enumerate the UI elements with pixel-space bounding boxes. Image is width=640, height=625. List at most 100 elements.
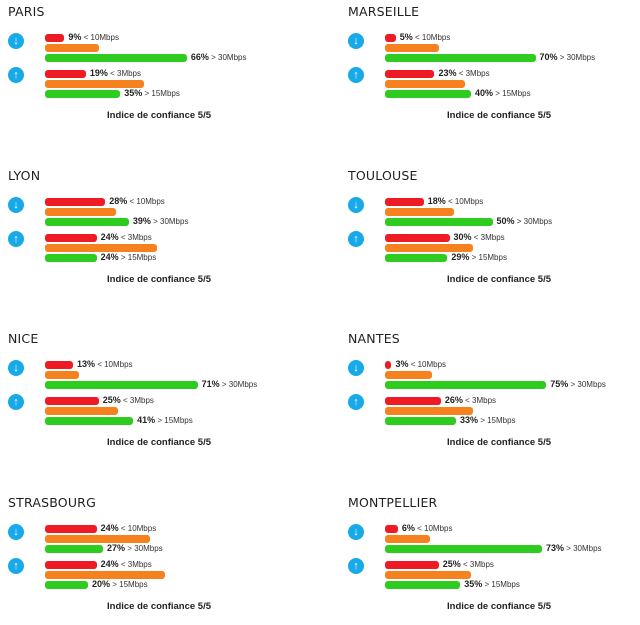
upload-bar-red [385,234,450,242]
upload-bar-orange [45,80,144,88]
city-name: STRASBOURG [8,495,96,510]
arrow-up-circle-icon: ↑ [348,394,364,410]
bar-percent: 41% [137,415,156,425]
bar-threshold: > 30Mbps [570,380,606,389]
bar-threshold: > 15Mbps [495,89,531,98]
upload-bar-orange [385,244,474,252]
bar-percent: 19% [89,68,108,78]
upload-bar-label: 20% > 15Mbps [92,579,148,590]
upload-bar-label: 40% > 15Mbps [475,88,531,99]
bar-threshold: < 3Mbps [463,560,494,569]
bar-threshold: > 15Mbps [157,416,193,425]
upload-bar-label: 30% < 3Mbps [454,232,505,243]
upload-bar-green [45,581,88,589]
download-bar-orange [45,44,99,52]
upload-bar-green [385,254,448,262]
bar-threshold: > 30Mbps [559,53,596,62]
upload-bar-label: 29% > 15Mbps [451,252,507,263]
bar-percent: 5% [399,32,413,42]
bar-percent: 35% [464,579,483,589]
upload-bar-red [45,234,97,242]
arrow-down-circle-icon: ↓ [8,197,24,213]
bar-percent: 33% [459,415,478,425]
upload-bar-label: 19% < 3Mbps [90,68,141,79]
bar-percent: 13% [76,359,95,369]
bar-percent: 30% [453,232,472,242]
bar-percent: 6% [401,523,415,533]
download-bar-green [385,218,493,226]
upload-bar-orange [385,407,474,415]
bar-threshold: > 15Mbps [471,253,507,262]
download-bar-label: 9% < 10Mbps [68,32,119,43]
confidence-index: Indice de confiance 5/5 [107,274,212,285]
upload-bar-green [45,417,134,425]
arrow-up-circle-icon: ↑ [8,394,24,410]
download-bar-label: 70% > 30Mbps [540,52,596,63]
city-name: LYON [8,168,41,183]
upload-bar-label: 23% < 3Mbps [438,68,489,79]
download-bar-orange [385,535,431,543]
download-bar-label: 5% < 10Mbps [400,32,451,43]
download-bar-label: 18% < 10Mbps [428,196,484,207]
download-bar-label: 28% < 10Mbps [109,196,165,207]
bar-percent: 29% [451,252,470,262]
download-bar-label: 6% < 10Mbps [402,523,453,534]
arrow-down-circle-icon: ↓ [348,33,364,49]
bar-percent: 75% [550,379,569,389]
download-bar-orange [385,208,454,216]
download-bar-green [45,545,104,553]
bar-threshold: < 10Mbps [417,524,453,533]
upload-bar-red [45,561,97,569]
confidence-index: Indice de confiance 5/5 [107,437,212,448]
bar-threshold: > 30Mbps [566,544,602,553]
arrow-up-circle-icon: ↑ [348,231,364,247]
bar-threshold: > 15Mbps [144,89,180,98]
download-bar-label: 24% < 10Mbps [101,523,157,534]
bar-percent: 35% [124,88,143,98]
bar-threshold: < 3Mbps [123,396,154,405]
download-bar-green [45,381,198,389]
bar-percent: 20% [92,579,111,589]
bar-percent: 23% [438,68,457,78]
upload-bar-label: 24% < 3Mbps [101,559,152,570]
upload-bar-green [385,581,461,589]
bar-percent: 25% [442,559,461,569]
download-bar-red [45,525,97,533]
upload-bar-label: 35% > 15Mbps [124,88,180,99]
download-bar-label: 50% > 30Mbps [497,216,553,227]
download-bar-label: 66% > 30Mbps [191,52,247,63]
bar-threshold: < 10Mbps [415,33,451,42]
upload-bar-red [45,70,86,78]
confidence-index: Indice de confiance 5/5 [447,437,552,448]
arrow-down-circle-icon: ↓ [8,524,24,540]
upload-bar-red [385,70,435,78]
arrow-up-circle-icon: ↑ [348,67,364,83]
bar-threshold: < 3Mbps [458,69,490,78]
city-panel: PARIS ↓ ↑ 9% < 10Mbps 66% > 30Mbps 19% < 3Mbp… [8,4,308,134]
upload-bar-orange [45,244,157,252]
download-bar-label: 3% < 10Mbps [395,359,446,370]
bar-threshold: < 3Mbps [465,396,497,405]
bar-percent: 24% [100,232,119,242]
upload-bar-label: 24% > 15Mbps [101,252,157,263]
bar-threshold: > 15Mbps [120,253,157,262]
bar-percent: 26% [444,395,463,405]
bar-percent: 3% [395,359,409,369]
bar-threshold: > 30Mbps [516,217,553,226]
download-bar-label: 39% > 30Mbps [133,216,189,227]
download-bar-red [385,198,424,206]
download-bar-orange [45,371,80,379]
city-name: NICE [8,331,39,346]
city-panel: TOULOUSE ↓ ↑ 18% < 10Mbps 50% > 30Mbps 30% < … [348,168,640,298]
confidence-index: Indice de confiance 5/5 [447,274,552,285]
bar-threshold: > 30Mbps [211,53,247,62]
city-name: NANTES [348,331,400,346]
arrow-up-circle-icon: ↑ [8,231,24,247]
download-bar-label: 13% < 10Mbps [77,359,133,370]
download-bar-label: 27% > 30Mbps [107,543,163,554]
bar-threshold: > 30Mbps [153,217,189,226]
upload-bar-label: 24% < 3Mbps [101,232,152,243]
city-panel: MARSEILLE ↓ ↑ 5% < 10Mbps 70% > 30Mbps 23% < … [348,4,640,134]
bar-percent: 24% [100,559,119,569]
download-bar-label: 73% > 30Mbps [546,543,602,554]
